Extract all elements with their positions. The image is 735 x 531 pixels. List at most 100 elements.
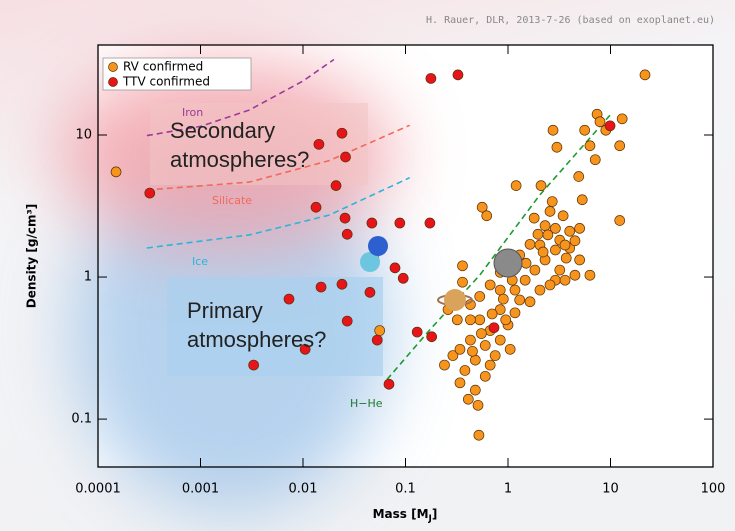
planet-point [384,379,394,389]
planet-point [145,188,155,198]
x-tick-label: 0.1 [395,482,416,497]
annotation: Secondary atmospheres? [170,116,365,174]
planet-point [331,181,341,191]
planet-point [577,195,587,205]
planet-point [590,155,600,165]
y-tick-label: 0.1 [71,412,92,427]
planet-point [467,346,477,356]
planet-point [525,239,535,249]
planet-point [111,167,121,177]
planet-point [550,223,560,233]
planet-point [426,73,436,83]
planet-point [558,211,568,221]
planet-point [465,315,475,325]
planet-point [495,285,505,295]
x-tick-label: 0.001 [182,482,219,497]
planet-point [470,385,480,395]
planet-point [530,265,540,275]
planet-point [395,218,405,228]
planet-point [515,295,525,305]
planet-point [495,335,505,345]
planet-point [615,141,625,151]
neptune-icon [368,236,388,256]
jupiter-icon [494,249,522,277]
planet-point [565,226,575,236]
legend-marker [109,78,118,87]
chart: H. Rauer, DLR, 2013-7-26 (based on exopl… [0,0,735,531]
planet-point [485,280,495,290]
planet-point [548,125,558,135]
planet-point [367,218,377,228]
planet-point [249,360,259,370]
planet-point [427,332,437,342]
planet-point [540,221,550,231]
planet-point [474,430,484,440]
x-tick-label: 0.01 [289,482,318,497]
planet-point [316,282,326,292]
planet-point [538,247,548,257]
planet-point [575,223,585,233]
planet-point [460,365,470,375]
planet-point [570,236,580,246]
x-tick-label: 0.0001 [75,482,121,497]
planet-point [555,265,565,275]
planet-point [501,315,511,325]
planet-point [550,245,560,255]
planet-point [482,211,492,221]
planet-point [412,327,422,337]
x-label-part: Mass [M [373,507,429,521]
planet-point [490,351,500,361]
planet-point [617,114,627,124]
planet-point [489,323,499,333]
planet-point [311,202,321,212]
planet-point [545,206,555,216]
legend-label: TTV confirmed [122,75,210,89]
planet-point [585,270,595,280]
planet-point [340,213,350,223]
planet-point [455,378,465,388]
planet-point [342,229,352,239]
planet-point [529,213,539,223]
planet-point [511,181,521,191]
planet-point [585,141,595,151]
planet-point [560,275,570,285]
planet-point [480,371,490,381]
planet-point [560,240,570,250]
planet-point [439,360,449,370]
planet-point [595,117,605,127]
y-tick-label: 10 [75,127,92,142]
planet-point [455,344,465,354]
planet-point [536,181,546,191]
planet-point [475,315,485,325]
planet-point [485,360,495,370]
legend-label: RV confirmed [123,60,203,74]
planet-point [390,263,400,273]
x-label-part: ] [432,507,437,521]
planet-point [480,340,490,350]
planet-point [425,218,435,228]
planet-point [545,280,555,290]
planet-point [580,125,590,135]
planet-point [533,229,543,239]
planet-point [453,70,463,80]
curve-label: Ice [192,255,208,268]
annotation: Primary atmospheres? [187,296,377,354]
planet-point [510,308,520,318]
planet-point [470,355,480,365]
planet-point [505,344,515,354]
curve-label: H−He [350,397,383,410]
planet-point [337,279,347,289]
planet-point [547,197,557,207]
planet-point [475,291,485,301]
planet-point [575,255,585,265]
y-axis-label: Density [g/cm³] [25,204,39,308]
x-tick-label: 10 [602,482,619,497]
planet-point [525,297,535,307]
saturn-icon [444,289,466,311]
page: H. Rauer, DLR, 2013-7-26 (based on exopl… [0,0,735,531]
x-tick-label: 1 [504,482,512,497]
planet-point [452,315,462,325]
planet-point [465,335,475,345]
credit: H. Rauer, DLR, 2013-7-26 (based on exopl… [426,15,715,26]
planet-point [487,309,497,319]
